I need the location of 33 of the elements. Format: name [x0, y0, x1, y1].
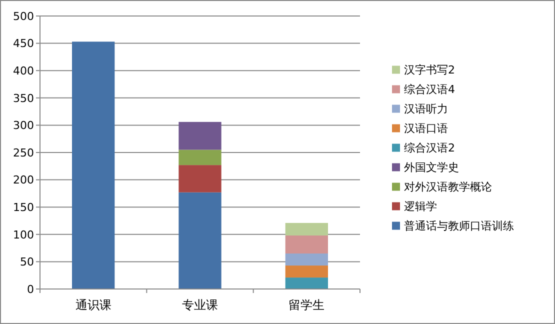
bar [72, 42, 115, 289]
bar [285, 266, 328, 278]
bar [285, 222, 328, 236]
y-tick-label: 350 [13, 92, 34, 105]
y-tick-label: 200 [13, 174, 34, 187]
bar [178, 192, 222, 289]
y-tick-label: 400 [13, 64, 34, 78]
legend-label: 汉语口语 [404, 122, 448, 135]
y-tick-label: 150 [13, 200, 34, 214]
y-tick-label: 0 [27, 282, 34, 296]
y-tick-label: 300 [13, 119, 34, 132]
x-tick-label: 专业课 [182, 298, 218, 312]
bar [285, 254, 328, 266]
bar [178, 150, 222, 166]
legend-label: 普通话与教师口语训练 [404, 219, 514, 232]
y-tick-label: 450 [13, 37, 34, 50]
bar [178, 122, 222, 150]
bar [178, 165, 222, 192]
y-tick-label: 100 [13, 228, 34, 242]
legend-label: 汉语听力 [404, 102, 448, 116]
legend-label: 逻辑学 [404, 200, 437, 213]
x-tick-label: 留学生 [288, 298, 325, 312]
legend-label: 综合汉语4 [404, 82, 455, 96]
bar [285, 278, 328, 289]
x-tick-label: 通识课 [75, 298, 112, 312]
y-tick-label: 250 [13, 146, 34, 160]
legend-label: 汉字书写2 [404, 63, 455, 76]
bar [285, 235, 328, 254]
y-tick-label: 500 [13, 10, 34, 23]
legend-label: 对外汉语教学概论 [404, 180, 492, 194]
legend-label: 外国文学史 [404, 160, 459, 174]
y-tick-label: 50 [20, 256, 34, 269]
legend-label: 综合汉语2 [404, 141, 455, 154]
